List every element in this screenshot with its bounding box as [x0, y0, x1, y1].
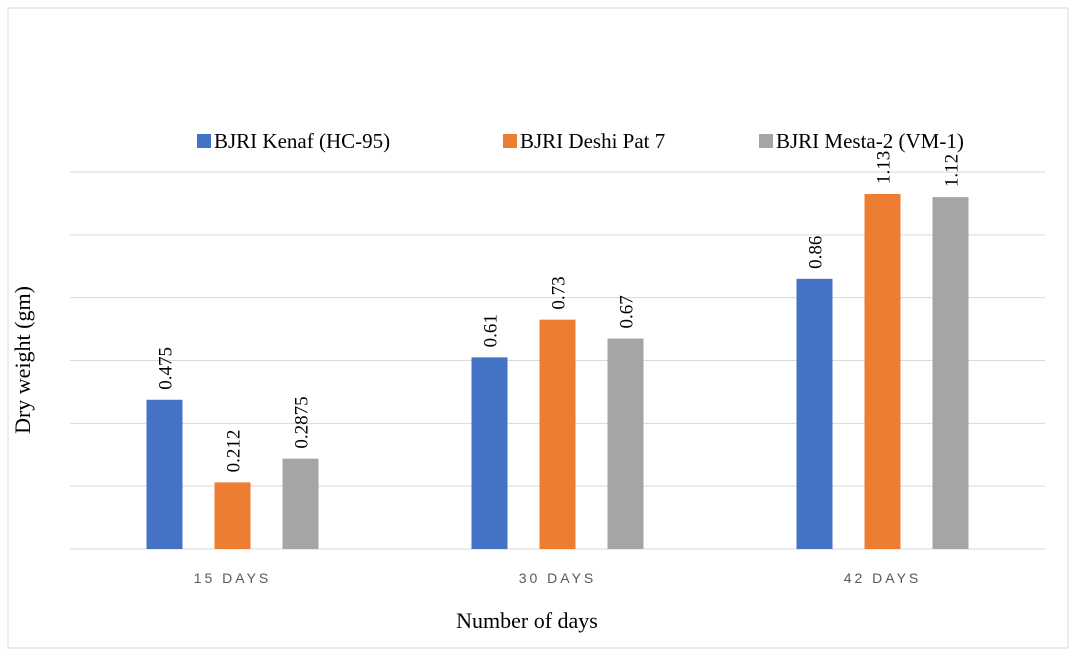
data-label: 0.86	[806, 236, 827, 269]
bar	[932, 197, 969, 549]
bar	[214, 482, 251, 549]
data-label: 0.61	[481, 314, 502, 347]
bar	[471, 357, 508, 549]
x-tick-label: 15 DAYS	[194, 570, 272, 586]
legend-label: BJRI Mesta-2 (VM-1)	[776, 129, 964, 153]
legend-label: BJRI Kenaf (HC-95)	[214, 129, 390, 153]
y-axis-title: Dry weight (gm)	[10, 286, 35, 434]
bar	[539, 319, 576, 549]
legend-swatch	[503, 134, 517, 148]
data-label: 0.2875	[292, 396, 313, 448]
data-label: 0.212	[224, 430, 245, 473]
legend-label: BJRI Deshi Pat 7	[520, 129, 665, 153]
data-label: 0.67	[617, 295, 638, 328]
bar	[282, 458, 319, 549]
x-tick-label: 42 DAYS	[844, 570, 922, 586]
data-label: 1.12	[942, 154, 963, 187]
bar	[607, 338, 644, 549]
data-label: 0.475	[156, 347, 177, 390]
legend-swatch	[759, 134, 773, 148]
data-label: 1.13	[874, 151, 895, 184]
chart-frame	[7, 7, 1069, 649]
data-label: 0.73	[549, 276, 570, 309]
bar	[146, 399, 183, 549]
x-tick-label: 30 DAYS	[519, 570, 597, 586]
x-axis-title: Number of days	[456, 608, 598, 633]
legend-swatch	[197, 134, 211, 148]
bar	[864, 193, 901, 549]
bar	[796, 278, 833, 549]
